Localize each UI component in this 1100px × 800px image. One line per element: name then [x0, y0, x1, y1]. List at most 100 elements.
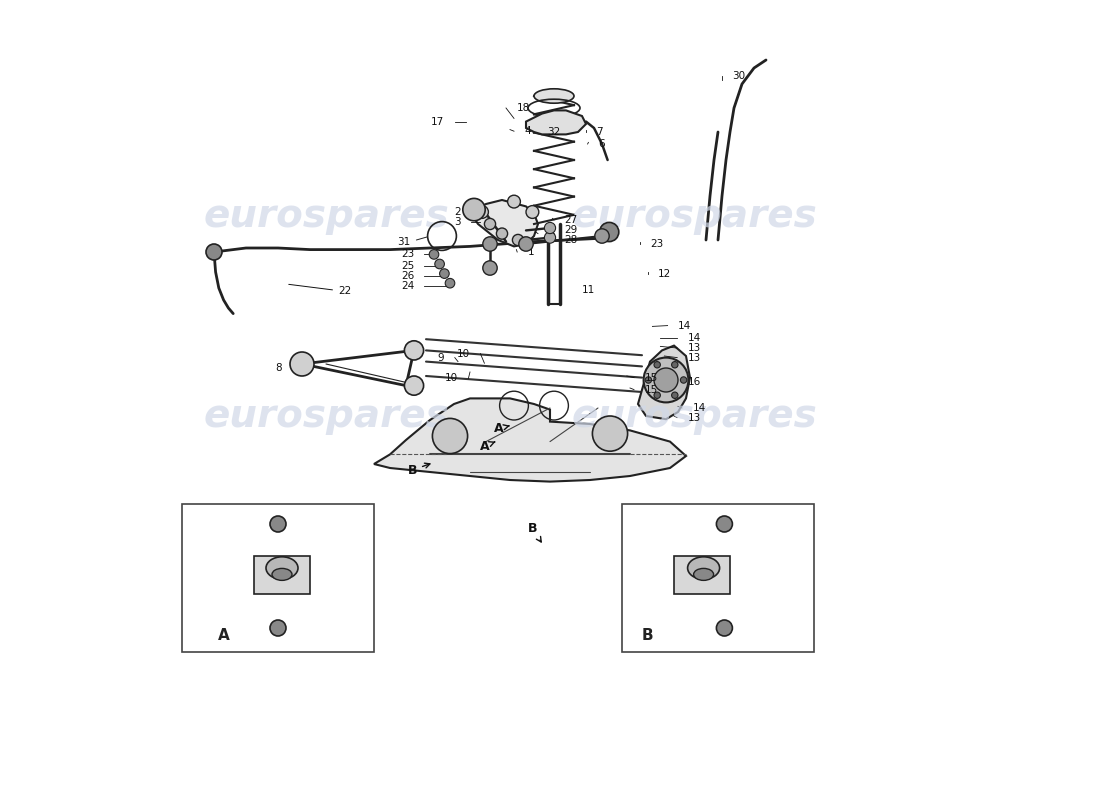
Text: 12: 12 — [658, 269, 671, 278]
Text: 8: 8 — [275, 363, 282, 373]
Text: A: A — [480, 440, 495, 453]
Text: 36: 36 — [356, 525, 370, 534]
Circle shape — [434, 259, 444, 269]
Text: 15: 15 — [645, 385, 658, 394]
Text: 29: 29 — [564, 225, 578, 234]
Polygon shape — [638, 346, 690, 419]
Circle shape — [593, 416, 628, 451]
Text: B: B — [528, 522, 541, 542]
Circle shape — [432, 418, 468, 454]
Text: 14: 14 — [692, 403, 706, 413]
Polygon shape — [374, 398, 686, 482]
Text: 21: 21 — [314, 570, 328, 579]
Text: 7: 7 — [596, 127, 603, 137]
Circle shape — [440, 269, 449, 278]
Text: 1: 1 — [528, 247, 535, 257]
Text: 20: 20 — [314, 618, 327, 627]
Text: A: A — [494, 422, 509, 435]
Circle shape — [526, 206, 539, 218]
Text: 9: 9 — [438, 353, 444, 362]
Text: 11: 11 — [582, 285, 595, 294]
Circle shape — [475, 206, 488, 218]
Text: 32: 32 — [548, 127, 561, 137]
FancyBboxPatch shape — [621, 504, 814, 652]
Circle shape — [600, 222, 619, 242]
Text: eurospares: eurospares — [571, 197, 817, 235]
Text: 21: 21 — [314, 557, 328, 566]
Text: 13: 13 — [688, 413, 701, 422]
Ellipse shape — [266, 557, 298, 579]
Circle shape — [446, 278, 454, 288]
Text: 28: 28 — [564, 235, 578, 245]
Circle shape — [513, 234, 524, 246]
Circle shape — [644, 358, 689, 402]
Circle shape — [519, 237, 534, 251]
Text: eurospares: eurospares — [204, 197, 449, 235]
Circle shape — [654, 368, 678, 392]
Ellipse shape — [272, 568, 292, 581]
Text: 30: 30 — [733, 71, 746, 81]
Text: 34: 34 — [727, 525, 741, 534]
Circle shape — [206, 244, 222, 260]
Text: 13: 13 — [688, 343, 701, 353]
FancyBboxPatch shape — [182, 504, 374, 652]
Circle shape — [483, 261, 497, 275]
Circle shape — [270, 516, 286, 532]
Text: 23: 23 — [650, 239, 663, 249]
Circle shape — [405, 341, 424, 360]
Circle shape — [646, 377, 651, 383]
Ellipse shape — [540, 115, 568, 125]
Polygon shape — [526, 110, 586, 134]
Text: 10: 10 — [456, 349, 470, 358]
Ellipse shape — [534, 89, 574, 103]
Text: eurospares: eurospares — [571, 397, 817, 435]
Circle shape — [290, 352, 314, 376]
Text: 2: 2 — [454, 207, 461, 217]
Circle shape — [716, 620, 733, 636]
Text: 34: 34 — [356, 517, 370, 526]
Text: 15: 15 — [645, 373, 658, 382]
Text: 31: 31 — [397, 237, 410, 246]
Circle shape — [672, 392, 678, 398]
Text: 24: 24 — [400, 282, 414, 291]
Polygon shape — [254, 556, 310, 594]
Circle shape — [429, 250, 439, 259]
Text: 36: 36 — [727, 517, 741, 526]
Circle shape — [483, 237, 497, 251]
Text: 6: 6 — [598, 139, 605, 149]
Text: 25: 25 — [400, 261, 414, 270]
Circle shape — [595, 229, 609, 243]
Text: 14: 14 — [688, 333, 701, 342]
Circle shape — [654, 362, 660, 368]
Text: 16: 16 — [688, 378, 701, 387]
Text: 22: 22 — [289, 284, 351, 296]
Circle shape — [507, 195, 520, 208]
Text: eurospares: eurospares — [204, 397, 449, 435]
Text: 27: 27 — [564, 215, 578, 225]
Polygon shape — [470, 200, 538, 246]
Text: 36: 36 — [727, 546, 741, 555]
Text: 3: 3 — [454, 218, 461, 227]
Text: 13: 13 — [688, 353, 701, 362]
Text: 10: 10 — [444, 374, 458, 383]
Circle shape — [484, 218, 496, 230]
Text: 5: 5 — [549, 229, 556, 238]
Circle shape — [496, 228, 507, 239]
Circle shape — [672, 362, 678, 368]
Text: 17: 17 — [431, 117, 444, 126]
Ellipse shape — [688, 557, 719, 579]
Text: 20: 20 — [727, 627, 740, 637]
Text: 18: 18 — [516, 103, 530, 113]
Text: B: B — [408, 463, 430, 477]
Circle shape — [654, 392, 660, 398]
Circle shape — [270, 620, 286, 636]
Circle shape — [544, 232, 556, 243]
Circle shape — [716, 516, 733, 532]
Ellipse shape — [694, 568, 714, 581]
Circle shape — [405, 376, 424, 395]
Text: A: A — [218, 629, 230, 643]
Text: 35: 35 — [727, 618, 741, 627]
Text: 23: 23 — [400, 250, 414, 259]
Text: 14: 14 — [678, 321, 691, 330]
Text: B: B — [642, 629, 653, 643]
